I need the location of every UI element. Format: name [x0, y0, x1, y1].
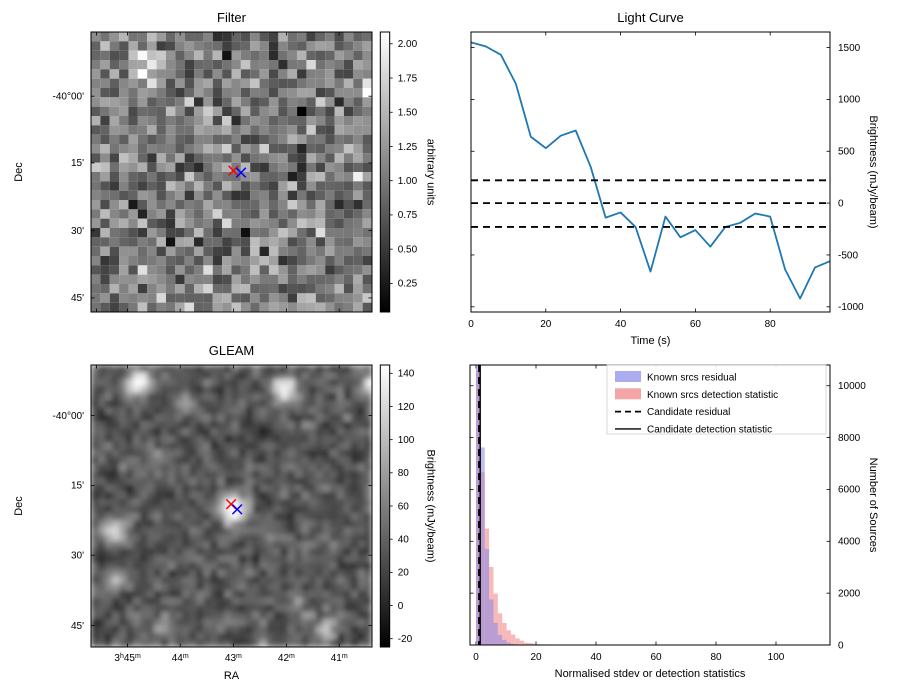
svg-text:-500: -500	[838, 250, 858, 261]
svg-text:45': 45'	[71, 621, 84, 632]
svg-text:Filter: Filter	[217, 10, 247, 25]
svg-text:60: 60	[690, 319, 702, 330]
svg-text:40: 40	[590, 652, 602, 663]
svg-text:-20: -20	[398, 634, 413, 645]
svg-text:Brightness (mJy/beam): Brightness (mJy/beam)	[425, 449, 437, 562]
svg-text:-40°00': -40°00'	[53, 92, 85, 103]
svg-text:Candidate residual: Candidate residual	[647, 407, 730, 418]
svg-text:20: 20	[398, 568, 410, 579]
svg-text:Normalised stdev or detection: Normalised stdev or detection statistics	[555, 668, 746, 680]
svg-text:Light Curve: Light Curve	[617, 10, 683, 25]
svg-text:60: 60	[650, 652, 662, 663]
svg-text:80: 80	[710, 652, 722, 663]
svg-text:15': 15'	[71, 481, 84, 492]
svg-text:0.25: 0.25	[398, 279, 418, 290]
svg-text:0: 0	[468, 319, 474, 330]
svg-text:1.00: 1.00	[398, 176, 418, 187]
svg-text:1000: 1000	[838, 95, 861, 106]
svg-text:60: 60	[398, 501, 410, 512]
svg-text:2.00: 2.00	[398, 39, 418, 50]
svg-text:-40°00': -40°00'	[53, 411, 85, 422]
svg-text:500: 500	[838, 147, 855, 158]
svg-text:0: 0	[473, 652, 479, 663]
svg-text:Number of Sources: Number of Sources	[867, 458, 879, 553]
svg-text:0: 0	[838, 198, 844, 209]
svg-text:40: 40	[398, 534, 410, 545]
svg-text:140: 140	[398, 369, 415, 380]
svg-text:0: 0	[398, 601, 404, 612]
svg-text:4000: 4000	[838, 537, 861, 548]
svg-text:1.25: 1.25	[398, 142, 418, 153]
svg-text:RA: RA	[224, 670, 240, 682]
svg-text:20: 20	[530, 652, 542, 663]
svg-text:30': 30'	[71, 226, 84, 237]
svg-text:20: 20	[540, 319, 552, 330]
svg-text:45': 45'	[71, 293, 84, 304]
svg-text:15': 15'	[71, 158, 84, 169]
svg-text:Known srcs detection statistic: Known srcs detection statistic	[647, 390, 778, 401]
svg-text:Dec: Dec	[13, 496, 25, 516]
svg-text:Time (s): Time (s)	[631, 335, 671, 347]
svg-text:1.75: 1.75	[398, 73, 418, 84]
svg-text:40: 40	[615, 319, 627, 330]
svg-text:30': 30'	[71, 551, 84, 562]
svg-text:GLEAM: GLEAM	[209, 343, 255, 358]
svg-text:Dec: Dec	[13, 162, 25, 182]
svg-text:10000: 10000	[838, 381, 866, 392]
svg-text:Candidate detection statistic: Candidate detection statistic	[647, 424, 772, 435]
svg-text:Brightness (mJy/beam): Brightness (mJy/beam)	[867, 115, 879, 228]
svg-text:1.50: 1.50	[398, 108, 418, 119]
svg-text:-1000: -1000	[838, 302, 864, 313]
svg-text:1500: 1500	[838, 43, 861, 54]
svg-text:100: 100	[398, 435, 415, 446]
svg-text:0: 0	[838, 640, 844, 651]
svg-text:6000: 6000	[838, 485, 861, 496]
svg-text:80: 80	[398, 468, 410, 479]
svg-text:8000: 8000	[838, 433, 861, 444]
svg-text:0.75: 0.75	[398, 210, 418, 221]
svg-text:120: 120	[398, 402, 415, 413]
svg-text:2000: 2000	[838, 588, 861, 599]
svg-text:80: 80	[765, 319, 777, 330]
svg-text:0.50: 0.50	[398, 244, 418, 255]
svg-text:100: 100	[768, 652, 785, 663]
svg-text:arbitrary units: arbitrary units	[425, 139, 437, 206]
svg-text:Known srcs residual: Known srcs residual	[647, 373, 736, 384]
